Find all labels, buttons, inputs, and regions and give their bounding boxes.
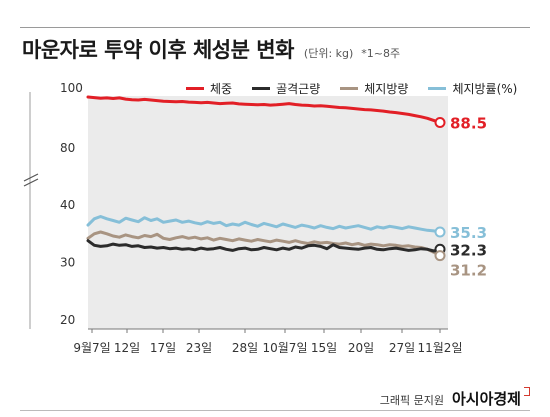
legend-label-weight: 체중 xyxy=(210,82,233,96)
legend-label-body-fat-percent: 체지방률(%) xyxy=(452,82,518,96)
plot-background xyxy=(88,96,448,329)
y-tick-label: 100 xyxy=(60,81,83,95)
x-tick-label: 20일 xyxy=(348,341,374,355)
x-tick-label: 11월2일 xyxy=(418,341,463,355)
legend-item-body-fat-mass: 체지방량 xyxy=(340,80,408,97)
x-tick-label: 27일 xyxy=(389,341,415,355)
end-marker-weight xyxy=(434,117,446,128)
legend-swatch-weight xyxy=(186,87,204,90)
legend-item-weight: 체중 xyxy=(186,80,232,97)
series-line-body_fat_mass xyxy=(86,230,442,258)
footer: 그래픽 문지원 아시아경제 xyxy=(379,387,530,409)
y-tick-label: 40 xyxy=(60,198,75,212)
legend-swatch-skeletal-muscle xyxy=(252,87,271,90)
end-label-body_fat_mass: 31.2 xyxy=(450,262,487,280)
y-tick-label: 30 xyxy=(60,256,75,270)
y-tick-label: 20 xyxy=(60,313,75,327)
x-tick-label: 23일 xyxy=(186,341,212,355)
legend-label-skeletal-muscle: 골격근량 xyxy=(276,82,321,96)
legend-item-body-fat-percent: 체지방률(%) xyxy=(428,80,517,97)
legend-swatch-body-fat-percent xyxy=(428,87,447,90)
brand-mark-icon xyxy=(524,387,530,396)
end-marker-body_fat_mass xyxy=(434,250,446,262)
legend-item-skeletal-muscle: 골격근량 xyxy=(252,80,320,97)
title-row: 마운자로 투약 이후 체성분 변화 (단위: kg) *1~8주 xyxy=(22,34,400,64)
end-marker-body_fat_percent xyxy=(434,226,446,238)
graphic-credit: 그래픽 문지원 xyxy=(379,394,444,407)
series-line-body_fat_percent xyxy=(86,215,442,234)
bottom-rule xyxy=(20,410,530,411)
x-tick-label: 10월7일 xyxy=(263,341,308,355)
end-label-weight: 88.5 xyxy=(450,115,487,133)
axis-break-mark xyxy=(23,173,39,182)
x-tick-label: 12일 xyxy=(114,341,140,355)
series-line-skeletal_muscle xyxy=(86,239,442,253)
axis-break-mark xyxy=(23,178,39,187)
legend-label-body-fat-mass: 체지방량 xyxy=(364,82,409,96)
series-line-weight xyxy=(86,95,442,124)
top-rule xyxy=(20,27,530,28)
end-label-body_fat_percent: 35.3 xyxy=(450,224,487,242)
legend-swatch-body-fat-mass xyxy=(340,87,359,90)
x-tick-label: 9월7일 xyxy=(73,341,110,355)
end-label-skeletal_muscle: 32.3 xyxy=(450,241,487,259)
brand-logo: 아시아경제 xyxy=(451,390,521,408)
unit-label: (단위: kg) xyxy=(303,47,354,60)
legend: 체중 골격근량 체지방량 체지방률(%) xyxy=(186,80,537,97)
y-tick-label: 80 xyxy=(60,141,75,155)
x-tick-label: 15일 xyxy=(311,341,337,355)
period-note: *1~8주 xyxy=(361,47,401,60)
chart-title: 마운자로 투약 이후 체성분 변화 xyxy=(22,38,294,62)
x-tick-label: 28일 xyxy=(232,341,258,355)
x-tick-label: 17일 xyxy=(150,341,176,355)
